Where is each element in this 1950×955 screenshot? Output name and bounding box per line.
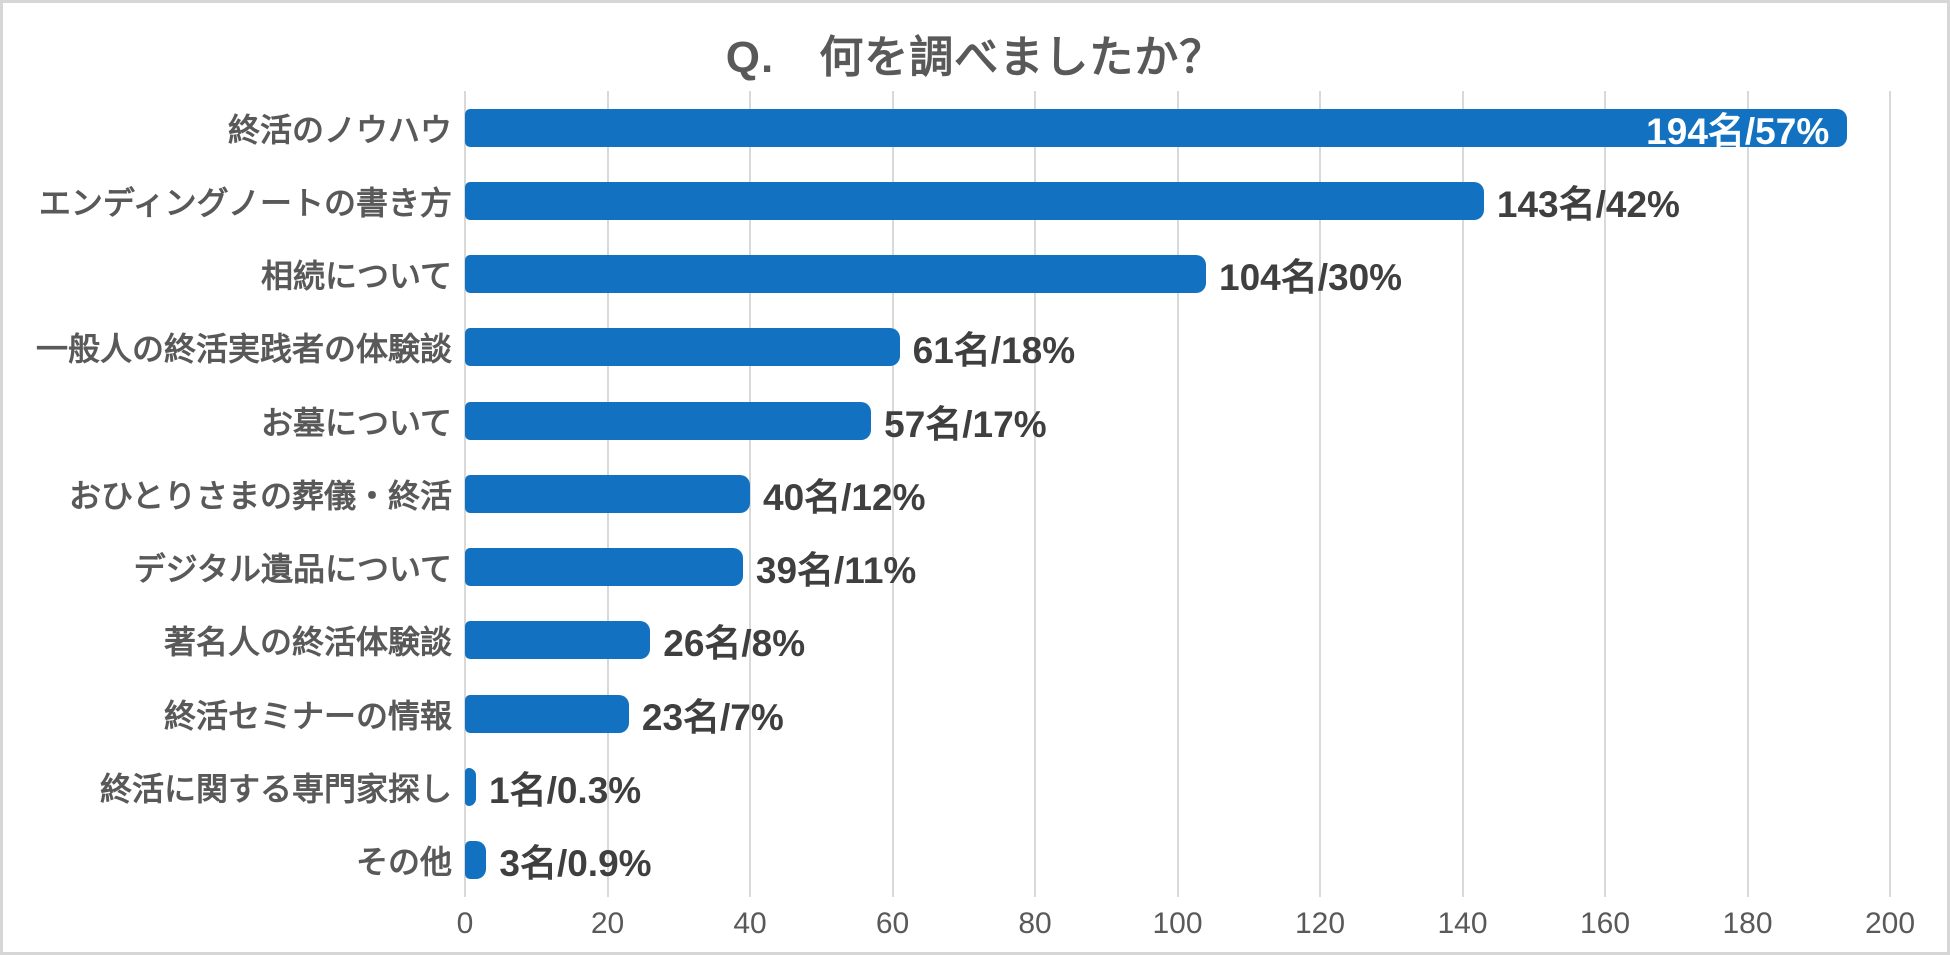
bar (465, 621, 651, 660)
gridline (1746, 91, 1749, 897)
gridline (1034, 91, 1036, 897)
bar-row: 3名/0.9% (465, 824, 1890, 897)
category-label: その他 (355, 844, 452, 881)
bar-row: 39名/11% (465, 531, 1890, 604)
bar-row: 194名/57% (465, 91, 1890, 164)
category-label: 終活のノウハウ (227, 111, 452, 148)
category-label: デジタル遺品について (133, 551, 452, 588)
chart-title: Q. 何を調べましたか？ (725, 33, 1225, 82)
x-axis: 0 20 40 60 80 100 120 140 160 180 200 (457, 897, 1915, 945)
bar (465, 255, 1206, 294)
value-label: 26名/8% (663, 623, 806, 665)
plot-area: 終活のノウハウエンディングノートの書き方相続について一般人の終活実践者の体験談お… (3, 91, 1947, 897)
x-tick-label: 140 (1437, 907, 1488, 940)
category-label: おひとりさまの葬儀・終活 (68, 477, 452, 514)
category-label: 終活に関する専門家探し (99, 771, 452, 808)
bar-row: 104名/30% (465, 238, 1890, 311)
value-label: 40名/12% (763, 476, 926, 518)
value-label: 61名/18% (912, 330, 1076, 372)
bar (465, 181, 1484, 220)
gridline (1461, 91, 1464, 897)
bar-row: 40名/12% (465, 457, 1890, 530)
bar (465, 841, 487, 880)
gridline (1319, 91, 1321, 897)
value-label: 143名/42% (1496, 183, 1680, 225)
x-tick-label: 0 (456, 907, 474, 940)
value-label: 57名/17% (884, 403, 1047, 445)
category-label: 著名人の終活体験談 (163, 624, 452, 661)
x-tick-label: 20 (590, 907, 625, 940)
bars-plot: 194名/57% 143名/42% 104名/30% 61名/18% 57名/17% 40… (464, 91, 1891, 897)
category-label: エンディングノートの書き方 (38, 184, 452, 221)
bar-row: 1名/0.3% (465, 750, 1890, 823)
x-tick-label: 180 (1722, 907, 1773, 940)
gridline (1889, 91, 1891, 897)
category-label: 相続について (260, 258, 452, 295)
bar-row: 61名/18% (465, 311, 1890, 384)
bar (465, 768, 476, 807)
gridline (749, 91, 751, 897)
gridline (891, 91, 894, 897)
bar (465, 328, 900, 367)
x-tick-label: 60 (875, 907, 910, 940)
category-axis: 終活のノウハウエンディングノートの書き方相続について一般人の終活実践者の体験談お… (3, 91, 465, 897)
bar-row: 23名/7% (465, 677, 1890, 750)
value-label: 194名/57% (1646, 110, 1830, 152)
x-tick-label: 160 (1579, 907, 1631, 940)
bar (465, 474, 750, 513)
value-label: 23名/7% (641, 696, 784, 738)
bar (465, 401, 872, 440)
x-tick-label: 40 (733, 907, 767, 940)
x-tick-label: 100 (1152, 907, 1203, 940)
gridline (1604, 91, 1606, 897)
value-label: 1名/0.3% (489, 770, 642, 812)
category-label: 終活セミナーの情報 (163, 697, 452, 734)
x-tick-label: 120 (1294, 907, 1346, 940)
bar-rows: 194名/57% 143名/42% 104名/30% 61名/18% 57名/17% 40… (465, 91, 1890, 897)
category-label: お墓について (260, 404, 452, 441)
bar-row: 57名/17% (465, 384, 1890, 457)
value-label: 3名/0.9% (499, 843, 652, 885)
x-tick-label: 80 (1018, 907, 1052, 940)
bar-row: 143名/42% (465, 164, 1890, 237)
value-label: 39名/11% (755, 550, 917, 592)
gridline (1176, 91, 1179, 897)
bar (465, 694, 629, 733)
x-tick-label: 200 (1864, 907, 1916, 940)
bar (465, 548, 743, 587)
bar-row: 26名/8% (465, 604, 1890, 677)
bar: 194名/57% (465, 108, 1848, 152)
value-label: 104名/30% (1219, 257, 1403, 299)
category-label: 一般人の終活実践者の体験談 (35, 331, 452, 368)
